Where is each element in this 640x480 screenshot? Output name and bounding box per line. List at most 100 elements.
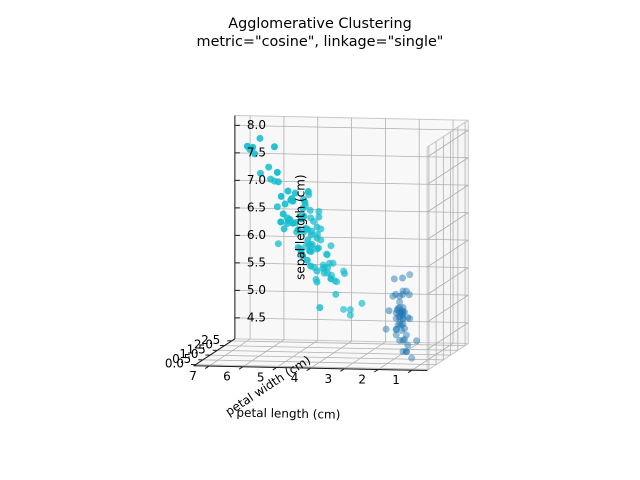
scatter-point [291,189,299,197]
scatter-point [346,311,354,319]
y-tick-label: 0.0 [165,357,184,371]
scatter-point [303,256,311,264]
x-tick-label: 5 [257,370,265,384]
scatter-point [301,198,309,206]
scatter-point [323,251,331,259]
axes-spines [190,115,428,374]
scatter-point [307,262,315,270]
scatter-point [256,134,264,142]
z-tick-label: 6.5 [247,200,266,214]
x-axis-label: petal length (cm) [236,406,340,422]
scatter-point [327,242,335,250]
scatter-point [315,208,323,216]
scatter-point [279,210,287,218]
scatter-point [398,311,406,319]
scatter-point [399,291,407,299]
scatter-point [320,264,328,272]
scatter-point [399,348,407,356]
y-tick-label: 2.0 [194,338,213,352]
scatter-points [243,134,421,362]
z-tick-label: 6.0 [247,228,266,242]
z-tick-label: 7.5 [247,145,266,159]
scatter-point [398,321,406,329]
scatter-point [340,305,348,313]
scatter-point [298,252,306,260]
scatter-point [402,348,410,356]
scatter-point [393,306,401,314]
scatter-point [267,175,275,183]
scatter-point [402,348,410,356]
scatter-point [346,306,354,314]
scatter-point [400,325,408,333]
scatter-point [315,213,323,221]
scatter-point [392,331,400,339]
scatter-point [277,218,285,226]
scatter-point [289,219,297,227]
scatter-point [274,178,282,186]
z-axis-label: sepal length (cm) [293,174,307,279]
scatter-point [251,150,259,158]
x-tick-label: 4 [291,371,299,385]
scatter-point [413,337,421,345]
scatter-point [306,247,314,255]
scatter-point [385,307,393,315]
x-tick-label: 2 [358,372,366,386]
scatter-point [408,354,416,362]
scatter-point [313,278,321,286]
scatter-point [400,336,408,344]
y-tick-label: 1.5 [187,342,206,356]
scatter-point [392,290,400,298]
scatter-point [277,192,285,200]
scatter-point [298,215,306,223]
scatter-point [280,225,288,233]
scatter-point [302,224,310,232]
z-tick-label: 5.5 [247,255,266,269]
scatter-point [320,269,328,277]
z-tick-label: 8.0 [247,118,266,132]
axes-tick-labels: 1 2 3 4 5 6 7 0.00.51.01.52.02.5 4.5 5.0 5.5 6.0 6.5… [165,118,400,387]
scatter-point [396,320,404,328]
scatter-point [284,187,292,195]
scatter-point [316,304,324,312]
scatter-point [243,142,251,150]
scatter-point [341,270,349,278]
z-tick-label: 4.5 [247,310,266,324]
scatter-point [392,325,400,333]
scatter-point [405,291,413,299]
scatter-point [398,326,406,334]
scatter-point [256,169,264,177]
scatter-point [310,217,318,225]
figure-title-line-1: Agglomerative Clustering [228,16,411,32]
scatter-point [313,223,321,231]
scatter-point [287,196,295,204]
scatter-point [404,314,412,322]
z-tick-label: 5.0 [247,283,266,297]
x-tick-label: 6 [223,370,231,384]
scatter-point [294,226,302,234]
x-tick-label: 7 [189,369,197,383]
y-tick-label: 0.5 [172,352,191,366]
y-tick-label: 1.0 [179,347,198,361]
scatter-point [399,274,407,282]
scatter-point [394,321,402,329]
scatter-point [406,271,414,279]
scatter-point [399,320,407,328]
figure-title-line-2: metric="cosine", linkage="single" [197,34,444,50]
x-tick-label: 3 [325,372,333,386]
scatter-point [382,325,390,333]
scatter-point [396,298,404,306]
scatter-point [299,204,307,212]
scatter-point [314,244,322,252]
scatter-point [404,341,412,349]
scatter-point [273,168,281,176]
scatter-point [313,234,321,242]
scatter-point [390,275,398,283]
scatter-point [406,315,414,323]
scatter-point [332,290,340,298]
x-tick-label: 1 [392,373,400,387]
scatter-point [327,275,335,283]
scatter-point [304,187,312,195]
scatter-point [306,206,314,214]
